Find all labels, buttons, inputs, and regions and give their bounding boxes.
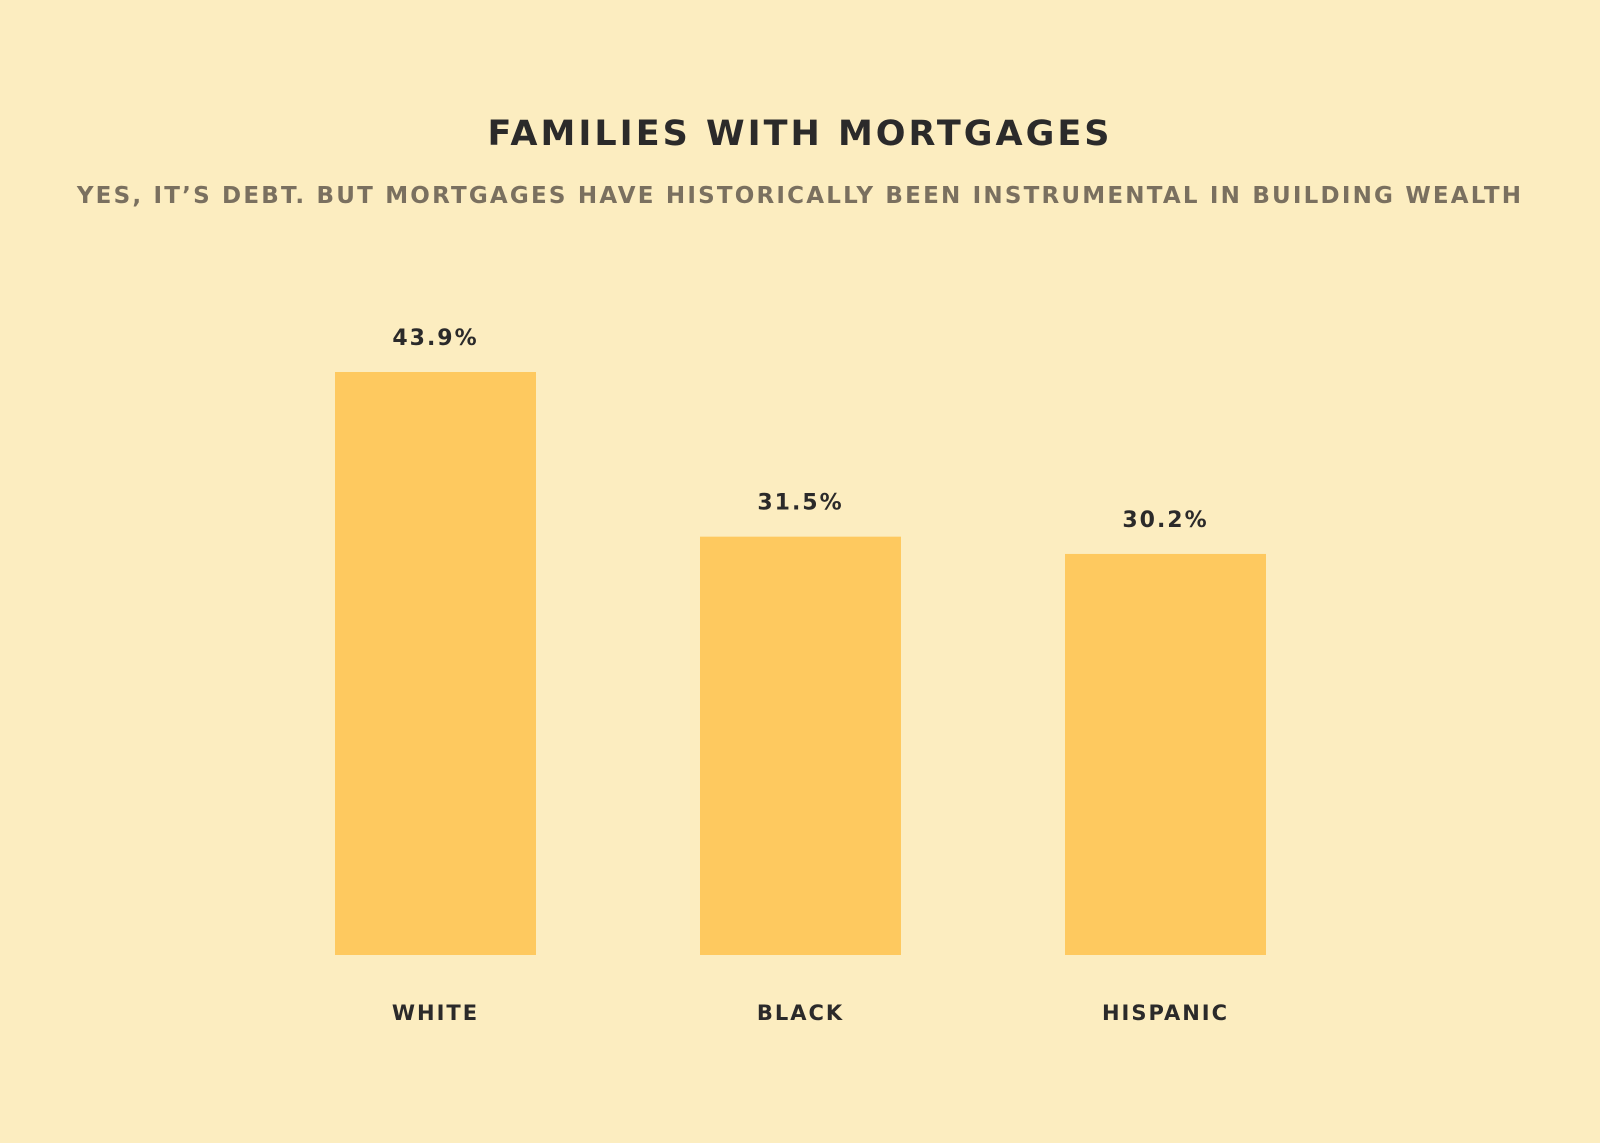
value-label-white: 43.9% xyxy=(392,326,478,351)
category-label-black: BLACK xyxy=(757,1001,844,1025)
category-label-white: WHITE xyxy=(392,1001,479,1025)
bar-white xyxy=(335,372,536,955)
value-label-hispanic: 30.2% xyxy=(1122,508,1208,533)
value-label-black: 31.5% xyxy=(757,491,843,516)
chart-title: FAMILIES WITH MORTGAGES xyxy=(487,114,1113,154)
chart-subtitle: YES, IT’S DEBT. BUT MORTGAGES HAVE HISTO… xyxy=(76,183,1524,209)
bar-hispanic xyxy=(1065,553,1266,955)
category-label-hispanic: HISPANIC xyxy=(1102,1001,1229,1025)
bar-black xyxy=(700,536,901,955)
